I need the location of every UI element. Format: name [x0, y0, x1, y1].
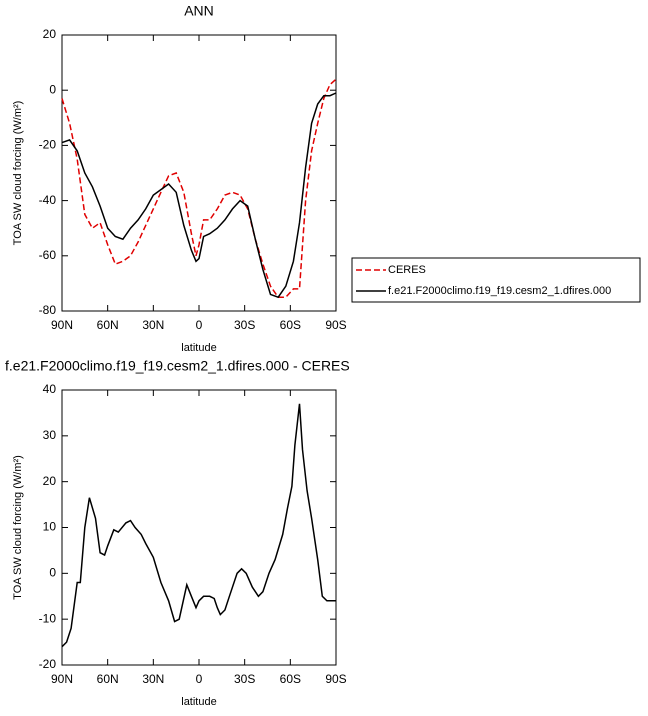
x-tick-label: 60S — [280, 672, 301, 686]
plot-frame — [61, 34, 337, 312]
x-tick-label: 90N — [51, 318, 73, 332]
x-tick-label: 60N — [97, 672, 119, 686]
y-tick-label: 40 — [43, 382, 57, 396]
x-tick-label: 60S — [280, 318, 301, 332]
y-tick-label: 0 — [49, 82, 56, 96]
y-tick-label: -20 — [39, 657, 57, 671]
data-line — [61, 403, 336, 648]
legend-label: f.e21.F2000climo.f19_f19.cesm2_1.dfires.… — [388, 285, 611, 297]
x-tick-label: 0 — [196, 672, 203, 686]
x-tick-label: 30S — [234, 672, 255, 686]
y-tick-label: 30 — [43, 428, 57, 442]
x-axis-label: latitude — [181, 342, 216, 354]
x-tick-label: 30N — [142, 318, 164, 332]
x-tick-label: 90S — [325, 672, 346, 686]
y-tick-label: -80 — [39, 303, 57, 317]
y-tick-label: 10 — [43, 520, 57, 534]
x-tick-label: 30N — [142, 672, 164, 686]
legend-box — [351, 257, 641, 303]
y-tick-label: 0 — [49, 566, 56, 580]
y-tick-label: -10 — [39, 611, 57, 625]
y-tick-label: -20 — [39, 138, 57, 152]
legend-label: CERES — [388, 264, 426, 276]
x-tick-label: 0 — [196, 318, 203, 332]
y-tick-label: -40 — [39, 193, 57, 207]
y-tick-label: 20 — [43, 474, 57, 488]
y-tick-label: -60 — [39, 248, 57, 262]
x-axis-label: latitude — [181, 696, 216, 708]
x-tick-label: 90S — [325, 318, 346, 332]
y-tick-label: 20 — [43, 27, 57, 41]
y-axis-label: TOA SW cloud forcing (W/m²) — [12, 455, 24, 600]
chart-title: ANN — [184, 3, 214, 19]
plot-frame — [61, 389, 337, 666]
data-line — [61, 92, 337, 299]
data-line — [61, 78, 337, 298]
x-tick-label: 90N — [51, 672, 73, 686]
y-axis-label: TOA SW cloud forcing (W/m²) — [12, 101, 24, 246]
x-tick-label: 60N — [97, 318, 119, 332]
x-tick-label: 30S — [234, 318, 255, 332]
chart-title: f.e21.F2000climo.f19_f19.cesm2_1.dfires.… — [5, 358, 350, 374]
